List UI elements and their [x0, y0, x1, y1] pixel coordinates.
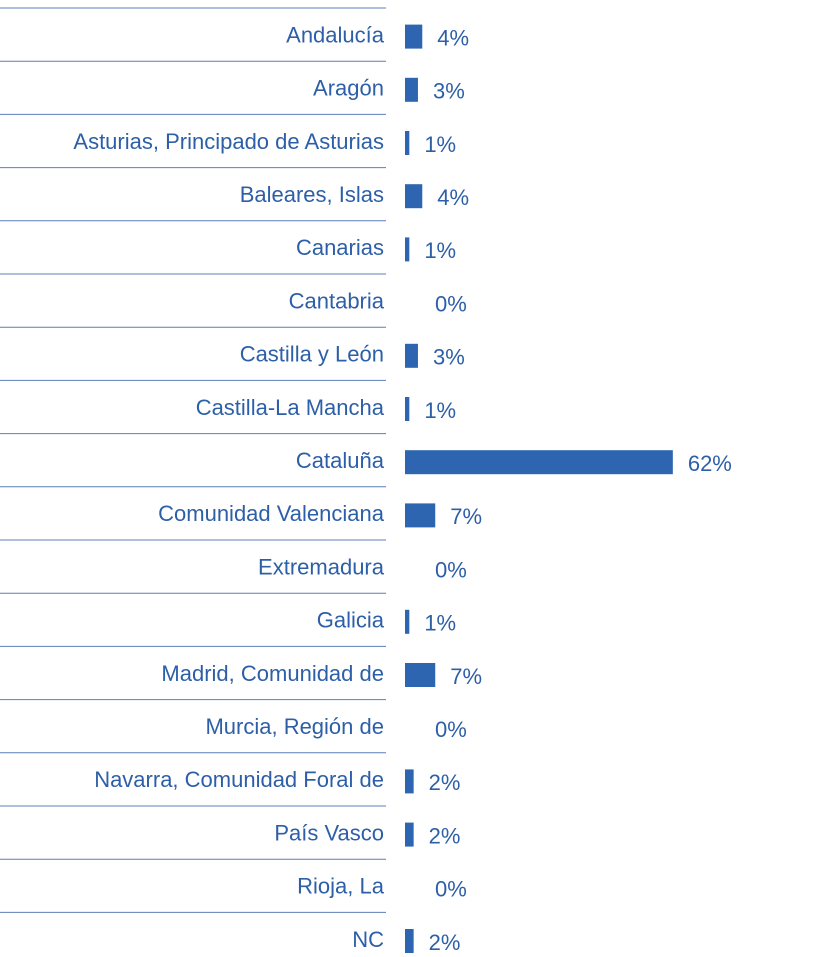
- value-label: 7%: [450, 664, 482, 689]
- bar: [405, 237, 410, 262]
- bar: [405, 769, 414, 794]
- value-label: 2%: [429, 823, 461, 848]
- value-label: 3%: [433, 79, 465, 104]
- value-label: 1%: [424, 398, 456, 423]
- bar: [405, 503, 436, 528]
- category-label: Castilla y León: [240, 342, 384, 367]
- category-label: Madrid, Comunidad de: [161, 661, 384, 686]
- bar: [405, 24, 423, 49]
- category-label: Cantabria: [289, 288, 385, 313]
- category-label: Aragón: [313, 76, 384, 101]
- bar: [405, 663, 436, 687]
- bar: [405, 77, 418, 102]
- category-label: País Vasco: [274, 820, 384, 845]
- value-label: 0%: [435, 557, 467, 582]
- bar: [405, 822, 414, 847]
- value-label: 1%: [424, 132, 456, 157]
- bar: [405, 609, 410, 634]
- bar: [405, 184, 423, 209]
- value-label: 4%: [437, 25, 469, 50]
- bar: [405, 131, 410, 155]
- category-label: Rioja, La: [297, 874, 385, 899]
- bar: [405, 343, 418, 368]
- category-label: Andalucía: [286, 22, 385, 47]
- category-label: Murcia, Región de: [205, 714, 384, 739]
- value-label: 0%: [435, 877, 467, 902]
- bar: [405, 929, 414, 953]
- category-label: Cataluña: [296, 448, 385, 473]
- category-label: Asturias, Principado de Asturias: [73, 129, 384, 154]
- category-label: Galicia: [317, 608, 385, 633]
- category-label: Canarias: [296, 235, 384, 260]
- category-label: Baleares, Islas: [240, 182, 384, 207]
- category-label: Castilla-La Mancha: [196, 395, 385, 420]
- value-label: 2%: [429, 770, 461, 795]
- value-label: 0%: [435, 717, 467, 742]
- value-label: 2%: [429, 930, 461, 955]
- value-label: 1%: [424, 238, 456, 263]
- category-label: Extremadura: [258, 554, 385, 579]
- category-label: Navarra, Comunidad Foral de: [94, 767, 384, 792]
- value-label: 7%: [450, 504, 482, 529]
- value-label: 3%: [433, 345, 465, 370]
- category-label: Comunidad Valenciana: [158, 501, 385, 526]
- category-label: NC: [352, 927, 384, 952]
- value-label: 62%: [688, 451, 732, 476]
- bar: [405, 397, 410, 421]
- value-label: 0%: [435, 291, 467, 316]
- value-label: 4%: [437, 185, 469, 210]
- value-label: 1%: [424, 611, 456, 636]
- bar: [405, 450, 673, 475]
